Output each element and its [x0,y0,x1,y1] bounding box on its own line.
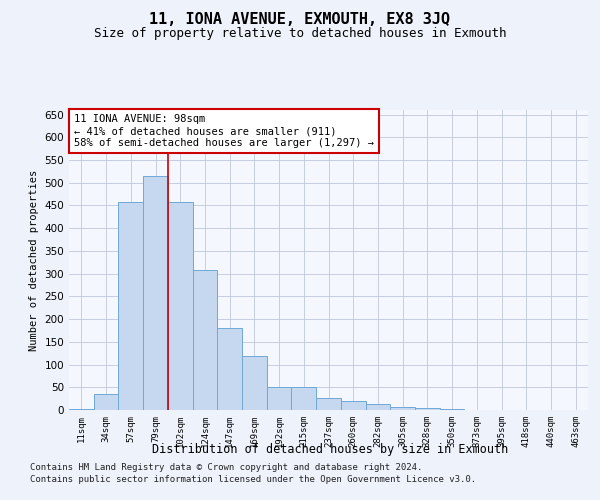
Bar [440,409,464,410]
Text: Contains HM Land Registry data © Crown copyright and database right 2024.: Contains HM Land Registry data © Crown c… [30,464,422,472]
Y-axis label: Number of detached properties: Number of detached properties [29,170,39,350]
Bar [390,407,415,410]
Text: 11, IONA AVENUE, EXMOUTH, EX8 3JQ: 11, IONA AVENUE, EXMOUTH, EX8 3JQ [149,12,451,28]
Text: Contains public sector information licensed under the Open Government Licence v3: Contains public sector information licen… [30,475,476,484]
Text: 11 IONA AVENUE: 98sqm
← 41% of detached houses are smaller (911)
58% of semi-det: 11 IONA AVENUE: 98sqm ← 41% of detached … [74,114,374,148]
Bar [365,404,390,410]
Bar [415,408,440,410]
Bar [217,328,242,410]
Bar [168,202,193,410]
Bar [69,408,94,410]
Bar [341,401,365,410]
Bar [316,398,341,410]
Bar [292,388,316,410]
Text: Distribution of detached houses by size in Exmouth: Distribution of detached houses by size … [152,442,508,456]
Bar [242,356,267,410]
Bar [193,270,217,410]
Bar [267,388,292,410]
Text: Size of property relative to detached houses in Exmouth: Size of property relative to detached ho… [94,28,506,40]
Bar [118,202,143,410]
Bar [94,394,118,410]
Bar [143,176,168,410]
